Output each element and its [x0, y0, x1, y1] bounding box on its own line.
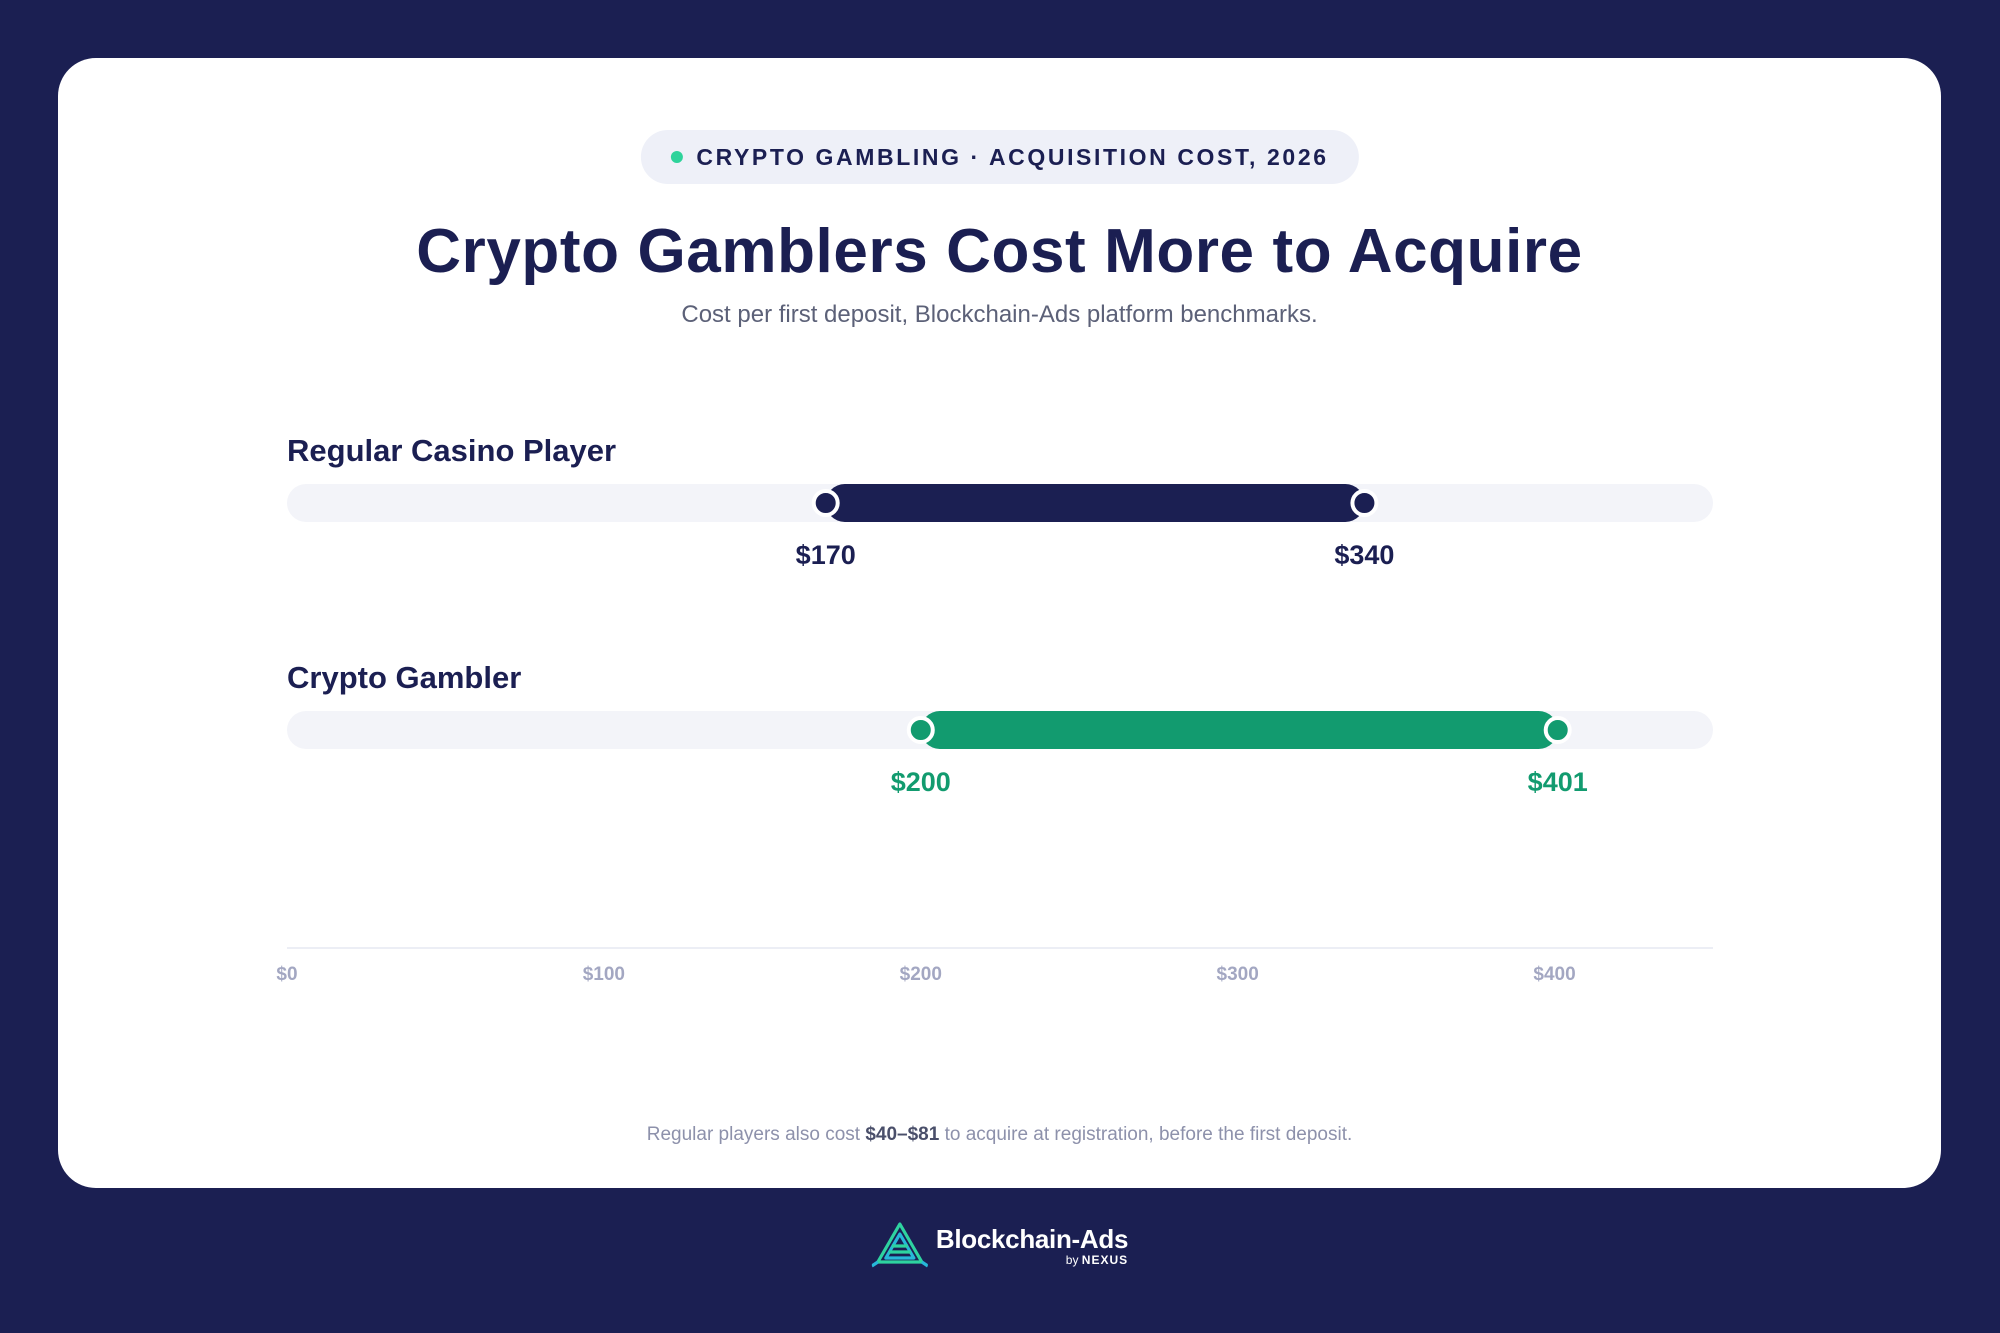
badge-text: CRYPTO GAMBLING · ACQUISITION COST, 2026: [696, 143, 1329, 170]
brand-name: Blockchain-Ads: [935, 1223, 1129, 1254]
blockchain-ads-logo-icon: [871, 1222, 928, 1268]
footnote: Regular players also cost $40–$81 to acq…: [58, 1124, 1941, 1146]
footnote-bold-range: $40–$81: [865, 1124, 940, 1145]
range-bar-regular-casino-player: [825, 484, 1365, 522]
x-tick-label: $400: [1533, 964, 1575, 985]
chart-card: CRYPTO GAMBLING · ACQUISITION COST, 2026…: [58, 58, 1941, 1188]
brand-logo: Blockchain-Ads by NEXUS: [871, 1220, 1129, 1270]
category-badge: CRYPTO GAMBLING · ACQUISITION COST, 2026: [640, 130, 1359, 184]
x-tick-label: $0: [276, 964, 297, 985]
footnote-text-before: Regular players also cost: [646, 1124, 866, 1145]
range-high-marker-regular-casino-player: [1350, 489, 1379, 517]
brand-byline: by NEXUS: [1066, 1253, 1128, 1267]
range-high-marker-crypto-gambler: [1543, 716, 1572, 744]
badge-dot-icon: [670, 151, 683, 163]
range-low-label-crypto-gambler: $200: [891, 767, 951, 797]
range-low-label-regular-casino-player: $170: [796, 540, 856, 570]
x-tick-label: $200: [900, 964, 942, 985]
range-low-marker-crypto-gambler: [906, 716, 935, 744]
range-bar-crypto-gambler: [920, 711, 1558, 749]
chart-subtitle: Cost per first deposit, Blockchain-Ads p…: [681, 301, 1318, 328]
footnote-text-after: to acquire at registration, before the f…: [939, 1124, 1353, 1145]
range-chart: Regular Casino Player $170 $340 Crypto Gamb…: [276, 433, 1713, 985]
x-tick-label: $300: [1217, 964, 1259, 985]
brand-text: Blockchain-Ads by NEXUS: [935, 1223, 1129, 1267]
range-low-marker-regular-casino-player: [811, 489, 840, 517]
series-label-crypto-gambler: Crypto Gambler: [287, 660, 521, 695]
range-high-label-regular-casino-player: $340: [1334, 540, 1394, 570]
brand-partner: NEXUS: [1081, 1252, 1129, 1267]
chart-title: Crypto Gamblers Cost More to Acquire: [416, 217, 1583, 286]
series-label-regular-casino-player: Regular Casino Player: [287, 433, 616, 468]
brand-by-word: by: [1065, 1252, 1079, 1267]
range-high-label-crypto-gambler: $401: [1528, 767, 1588, 797]
x-tick-label: $100: [583, 964, 625, 985]
